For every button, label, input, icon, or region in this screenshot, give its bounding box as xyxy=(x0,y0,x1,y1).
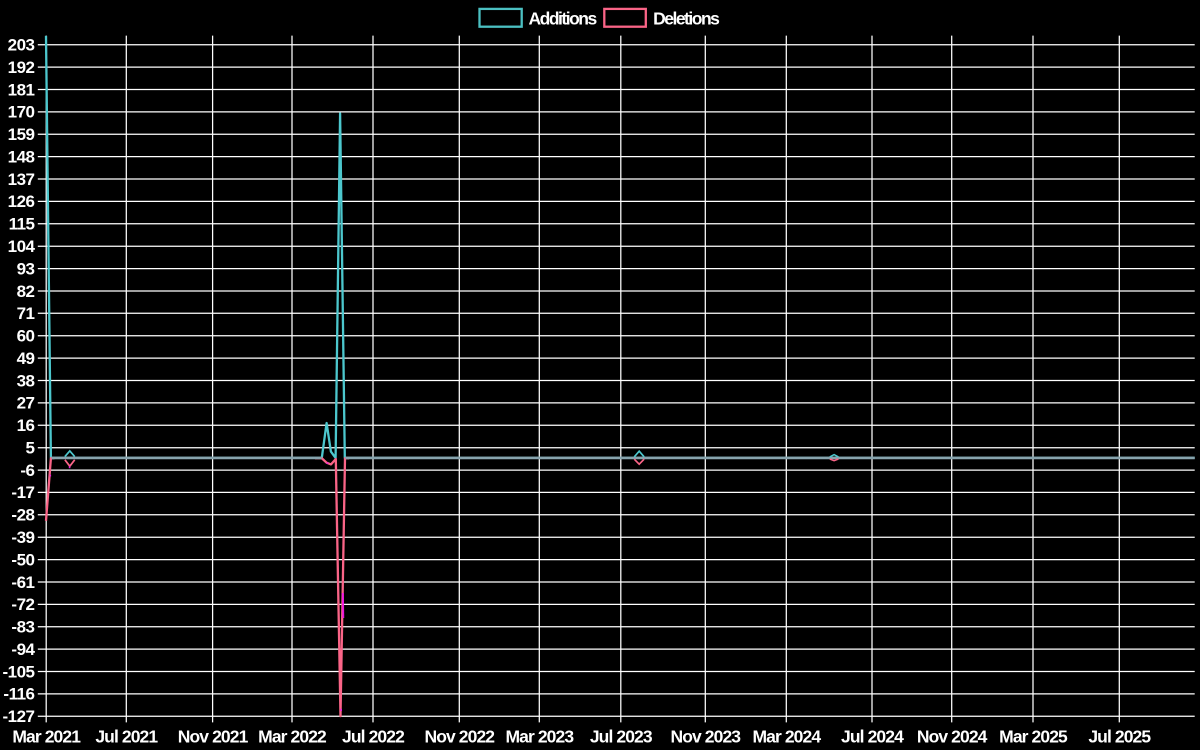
svg-text:Jul 2022: Jul 2022 xyxy=(342,727,405,747)
svg-text:16: 16 xyxy=(17,416,35,435)
svg-text:71: 71 xyxy=(17,304,35,323)
svg-text:Mar 2021: Mar 2021 xyxy=(12,727,81,747)
svg-text:-83: -83 xyxy=(11,618,34,637)
svg-text:Nov 2022: Nov 2022 xyxy=(424,727,495,747)
svg-text:Jul 2024: Jul 2024 xyxy=(841,727,904,747)
svg-text:-39: -39 xyxy=(11,528,34,547)
svg-text:38: 38 xyxy=(17,371,35,390)
svg-text:137: 137 xyxy=(8,170,35,189)
svg-text:148: 148 xyxy=(8,147,35,166)
svg-text:5: 5 xyxy=(26,439,35,458)
svg-text:159: 159 xyxy=(8,125,35,144)
svg-text:115: 115 xyxy=(9,215,35,234)
svg-text:-105: -105 xyxy=(2,662,34,681)
svg-text:Mar 2025: Mar 2025 xyxy=(999,727,1068,747)
svg-text:27: 27 xyxy=(17,394,35,413)
svg-text:82: 82 xyxy=(17,282,35,301)
svg-text:-6: -6 xyxy=(20,461,34,480)
svg-text:-61: -61 xyxy=(11,573,34,592)
svg-text:126: 126 xyxy=(8,192,35,211)
svg-text:Jul 2023: Jul 2023 xyxy=(590,727,653,747)
svg-text:-94: -94 xyxy=(11,640,35,659)
svg-text:Nov 2021: Nov 2021 xyxy=(178,727,249,747)
svg-text:Mar 2023: Mar 2023 xyxy=(505,727,574,747)
svg-text:Mar 2022: Mar 2022 xyxy=(258,727,327,747)
svg-text:104: 104 xyxy=(8,237,36,256)
svg-text:203: 203 xyxy=(8,36,35,55)
svg-text:Nov 2023: Nov 2023 xyxy=(670,727,741,747)
svg-text:Jul 2025: Jul 2025 xyxy=(1088,727,1151,747)
svg-text:93: 93 xyxy=(17,259,35,278)
svg-text:-116: -116 xyxy=(3,685,34,704)
svg-text:Deletions: Deletions xyxy=(653,8,720,28)
svg-text:Nov 2024: Nov 2024 xyxy=(917,727,988,747)
svg-text:181: 181 xyxy=(8,80,35,99)
svg-text:-72: -72 xyxy=(11,595,34,614)
svg-text:49: 49 xyxy=(17,349,35,368)
svg-text:Jul 2021: Jul 2021 xyxy=(95,727,158,747)
svg-text:-127: -127 xyxy=(2,707,34,726)
svg-text:170: 170 xyxy=(8,103,35,122)
svg-text:-17: -17 xyxy=(11,483,34,502)
svg-text:192: 192 xyxy=(8,58,35,77)
svg-text:-50: -50 xyxy=(11,550,34,569)
svg-text:Mar 2024: Mar 2024 xyxy=(752,727,821,747)
svg-text:-28: -28 xyxy=(11,506,34,525)
svg-text:60: 60 xyxy=(17,327,35,346)
svg-text:Additions: Additions xyxy=(529,8,598,28)
